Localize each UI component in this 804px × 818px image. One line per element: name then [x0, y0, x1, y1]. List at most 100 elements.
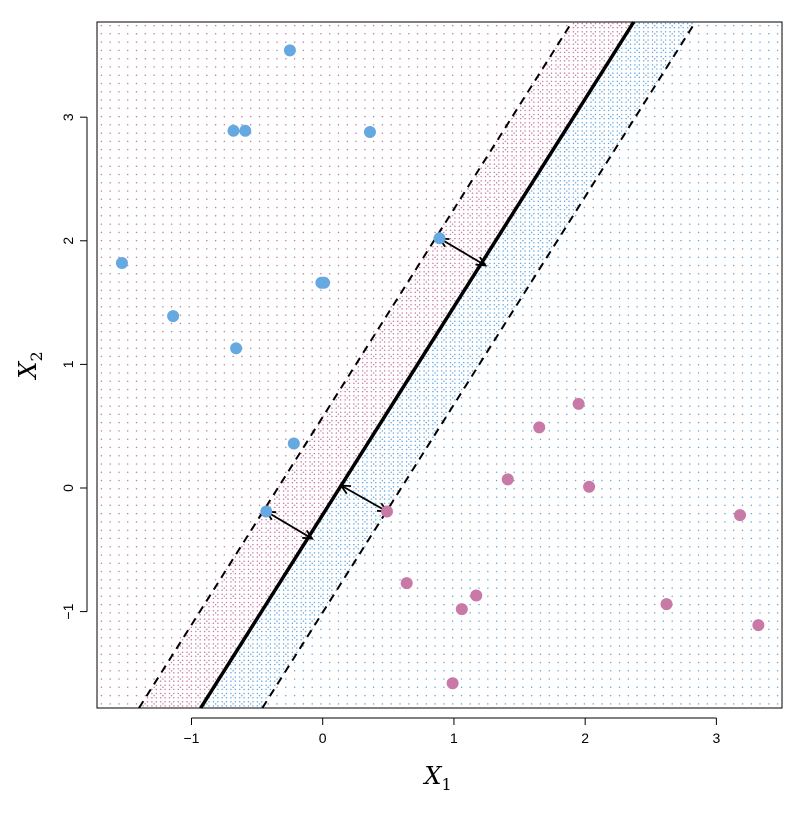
grid-dot — [328, 173, 331, 176]
grid-dot — [320, 694, 322, 697]
grid-dot — [249, 562, 252, 564]
grid-dot — [206, 645, 208, 647]
grid-dot — [416, 314, 419, 316]
grid-dot — [285, 653, 287, 655]
grid-dot — [276, 686, 278, 689]
grid-dot — [530, 537, 533, 540]
grid-dot — [381, 165, 384, 167]
grid-dot — [337, 355, 340, 358]
grid-dot — [328, 107, 331, 110]
grid-dot — [381, 66, 384, 68]
grid-dot — [530, 595, 533, 598]
grid-dot — [276, 670, 278, 672]
grid-dot — [495, 289, 498, 292]
grid-dot — [232, 562, 234, 564]
grid-dot — [469, 272, 471, 275]
grid-dot — [530, 41, 533, 43]
grid-dot — [487, 173, 489, 176]
grid-dot — [135, 124, 138, 126]
grid-dot — [548, 471, 551, 473]
grid-dot — [399, 405, 401, 407]
grid-dot — [434, 496, 436, 498]
grid-dot — [232, 57, 234, 60]
grid-dot — [364, 388, 366, 391]
grid-dot — [513, 537, 515, 540]
grid-dot — [574, 670, 577, 672]
grid-dot — [241, 206, 243, 209]
grid-dot — [592, 173, 594, 176]
grid-dot — [320, 74, 322, 76]
grid-dot — [135, 545, 138, 548]
grid-dot — [618, 289, 621, 292]
grid-dot — [249, 115, 252, 118]
grid-dot — [328, 223, 331, 225]
grid-dot — [425, 612, 428, 614]
grid-dot — [346, 33, 349, 35]
grid-dot — [118, 248, 120, 250]
grid-dot — [583, 694, 586, 697]
grid-dot — [162, 339, 164, 341]
grid-dot — [232, 41, 234, 43]
grid-dot — [355, 405, 357, 407]
grid-dot — [337, 107, 340, 110]
grid-dot — [425, 41, 428, 43]
grid-dot — [425, 405, 428, 407]
grid-dot — [100, 272, 103, 275]
grid-dot — [276, 272, 278, 275]
grid-dot — [328, 430, 331, 432]
grid-dot — [618, 33, 621, 35]
grid-dot — [574, 388, 577, 391]
grid-dot — [583, 264, 586, 267]
grid-dot — [399, 562, 401, 564]
grid-dot — [100, 529, 103, 531]
grid-dot — [214, 215, 217, 217]
grid-dot — [609, 446, 612, 449]
grid-dot — [109, 41, 111, 43]
grid-dot — [346, 49, 349, 52]
grid-dot — [109, 554, 111, 556]
grid-dot — [381, 595, 384, 598]
grid-dot — [170, 223, 173, 225]
grid-dot — [504, 41, 507, 43]
grid-dot — [574, 703, 577, 705]
grid-dot — [399, 223, 401, 225]
grid-dot — [346, 628, 349, 631]
grid-dot — [355, 124, 357, 126]
grid-dot — [188, 215, 190, 217]
grid-dot — [293, 463, 296, 465]
grid-dot — [416, 670, 419, 672]
grid-dot — [399, 521, 401, 523]
grid-dot — [399, 231, 401, 234]
grid-dot — [126, 132, 129, 134]
grid-dot — [530, 289, 533, 292]
grid-dot — [487, 190, 489, 192]
grid-dot — [487, 289, 489, 292]
grid-dot — [232, 471, 234, 473]
grid-dot — [232, 372, 234, 374]
grid-dot — [390, 670, 392, 672]
grid-dot — [451, 363, 454, 366]
grid-dot — [618, 678, 621, 680]
grid-dot — [425, 686, 428, 689]
grid-dot — [126, 256, 129, 258]
grid-dot — [241, 496, 243, 498]
grid-dot — [425, 645, 428, 647]
grid-dot — [126, 388, 129, 391]
grid-dot — [425, 107, 428, 110]
grid-dot — [469, 421, 471, 424]
grid-dot — [425, 181, 428, 184]
grid-dot — [390, 57, 392, 60]
grid-dot — [513, 322, 515, 325]
grid-dot — [530, 554, 533, 556]
grid-dot — [583, 612, 586, 614]
grid-dot — [153, 57, 155, 60]
grid-dot — [539, 115, 542, 118]
grid-dot — [258, 107, 261, 110]
grid-dot — [320, 215, 322, 217]
grid-dot — [311, 306, 313, 308]
grid-dot — [118, 132, 120, 134]
grid-dot — [241, 686, 243, 689]
grid-dot — [416, 231, 419, 234]
grid-dot — [223, 181, 226, 184]
grid-dot — [188, 231, 190, 234]
